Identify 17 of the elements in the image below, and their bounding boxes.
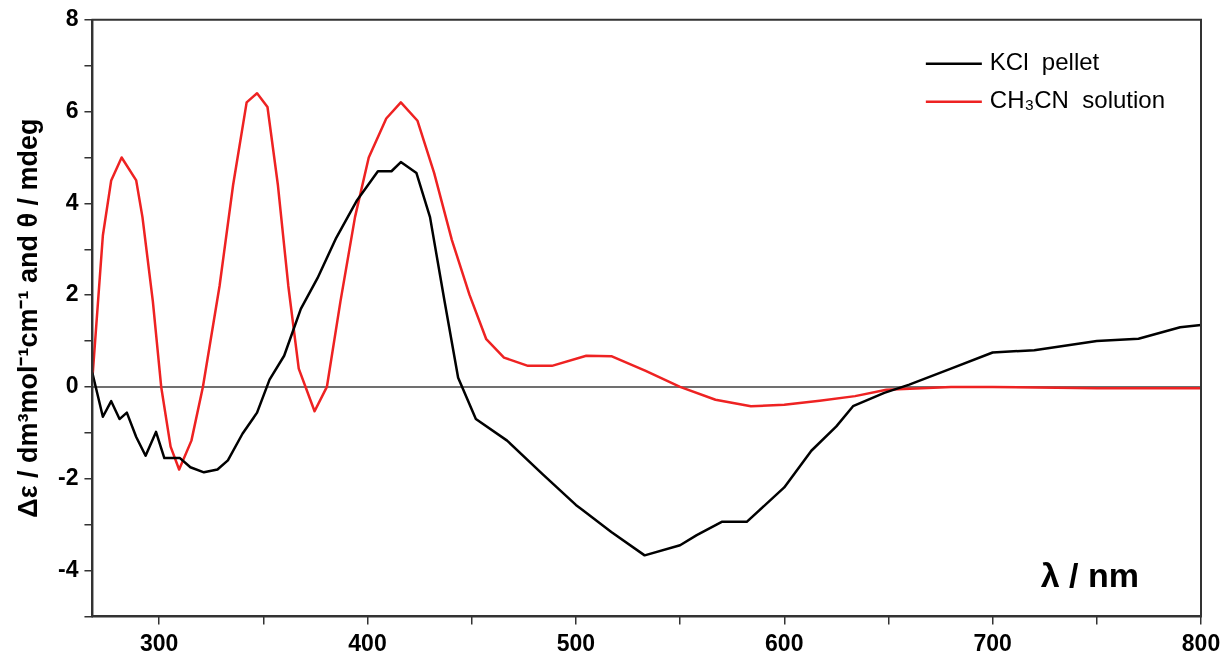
x-tick-label: 800 [1181, 629, 1221, 656]
x-tick-label: 600 [765, 629, 804, 656]
y-tick-label: 8 [65, 5, 79, 32]
y-tick-label: -2 [58, 464, 79, 491]
x-axis-title: λ / nm [1040, 555, 1139, 594]
y-axis-title: Δε / dm³mol⁻¹cm⁻¹ and θ / mdeg [13, 118, 44, 518]
y-tick-label: -4 [58, 555, 79, 582]
legend-label: CH₃CN solution [989, 86, 1166, 114]
x-tick-label: 500 [556, 629, 596, 656]
x-tick-label: 300 [139, 629, 179, 656]
y-tick-label: 0 [65, 372, 79, 399]
x-tick-label: 400 [348, 629, 387, 656]
legend-label: KCl pellet [989, 48, 1100, 76]
y-tick-label: 4 [65, 188, 79, 215]
y-tick-label: 6 [65, 96, 79, 123]
y-tick-label: 2 [65, 280, 79, 307]
x-tick-label: 700 [973, 629, 1012, 656]
